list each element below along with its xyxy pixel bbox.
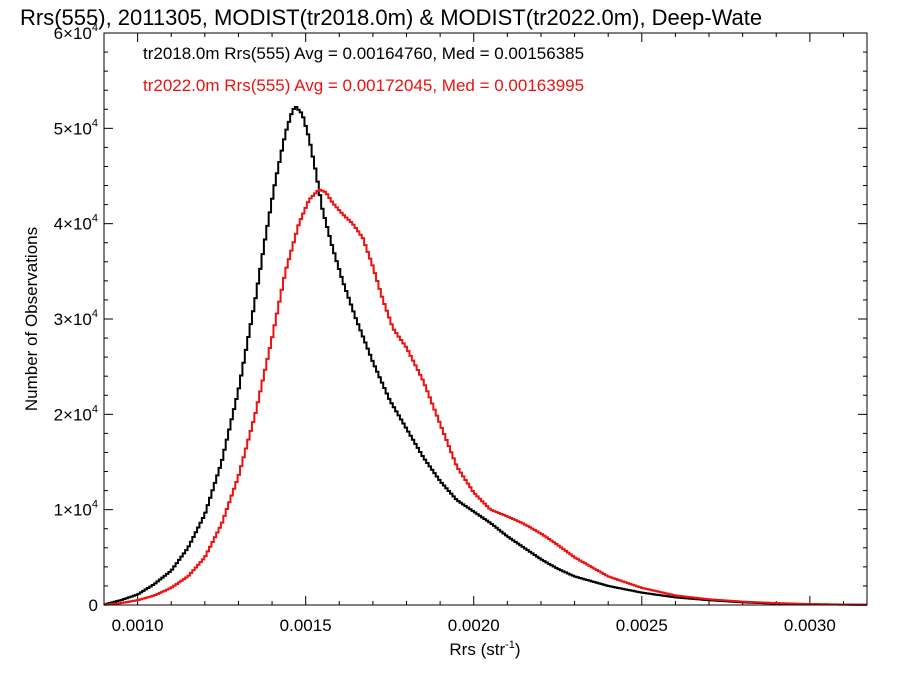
y-tick-label: 4×104 xyxy=(54,213,98,234)
x-axis: 0.0010 0.0015 0.0020 0.0025 0.0030 xyxy=(103,33,844,635)
y-tick-label: 6×104 xyxy=(54,22,98,43)
y-tick-label: 5×104 xyxy=(54,117,98,138)
y-tick-label: 2×104 xyxy=(54,403,98,424)
x-tick-label: 0.0015 xyxy=(280,616,332,635)
y-axis-label: Number of Observations xyxy=(22,227,41,411)
plot-series xyxy=(104,106,867,606)
y-tick-label: 3×104 xyxy=(54,308,98,329)
y-tick-label: 1×104 xyxy=(54,499,98,520)
series-annotation-tr2022: tr2022.0m Rrs(555) Avg = 0.00172045, Med… xyxy=(143,76,584,95)
x-tick-label: 0.0020 xyxy=(448,616,500,635)
x-tick-label: 0.0025 xyxy=(616,616,668,635)
x-tick-label: 0.0010 xyxy=(112,616,164,635)
chart-title: Rrs(555), 2011305, MODIST(tr2018.0m) & M… xyxy=(20,5,762,30)
y-axis: 0 1×104 2×104 3×104 4×104 5×104 6×104 xyxy=(54,22,867,615)
plot-frame xyxy=(103,32,868,606)
x-tick-label: 0.0030 xyxy=(784,616,836,635)
series-line-1 xyxy=(104,188,867,606)
series-annotation-tr2018: tr2018.0m Rrs(555) Avg = 0.00164760, Med… xyxy=(143,44,584,63)
x-axis-label: Rrs (str-1) xyxy=(449,639,520,659)
y-tick-label: 0 xyxy=(89,596,98,615)
